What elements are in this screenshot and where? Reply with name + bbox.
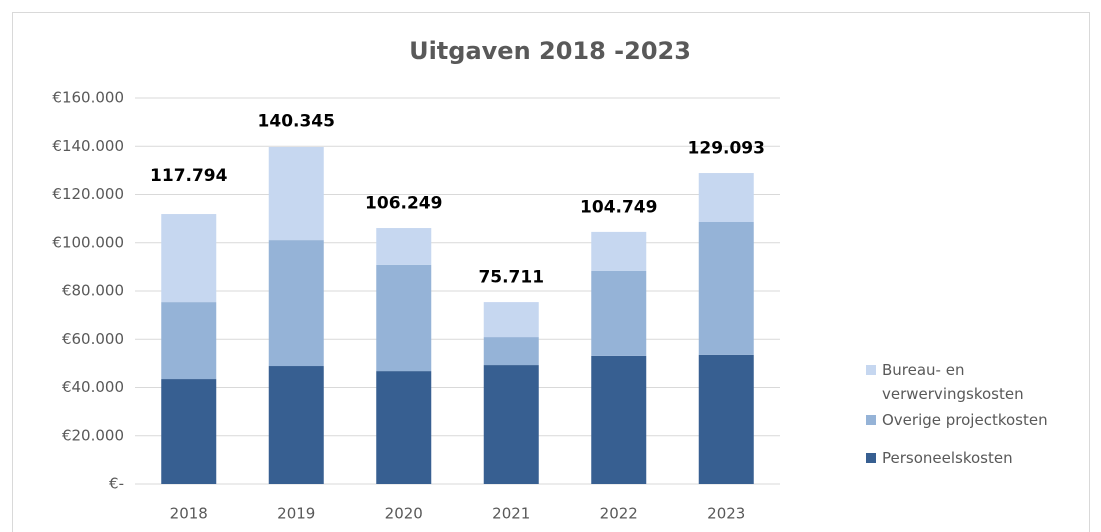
chart-title: Uitgaven 2018 -2023 <box>409 37 691 65</box>
legend: Bureau- en verwervingskosten Overige proj… <box>866 358 1081 472</box>
total-label: 129.093 <box>688 139 765 159</box>
x-tick-label: 2023 <box>707 505 745 523</box>
legend-swatch <box>866 453 876 463</box>
bar-segment <box>161 214 217 303</box>
legend-item: Overige projectkosten <box>866 408 1081 432</box>
legend-swatch <box>866 365 876 375</box>
y-tick-label: €120.000 <box>52 185 124 203</box>
y-tick-label: €20.000 <box>62 426 124 444</box>
legend-label: Bureau- en verwervingskosten <box>882 361 1024 403</box>
y-tick-label: €40.000 <box>62 378 124 396</box>
bar-segment <box>376 371 432 484</box>
legend-swatch <box>866 415 876 425</box>
legend-item: Personeelskosten <box>866 446 1081 470</box>
x-tick-label: 2018 <box>170 505 208 523</box>
bar-segment <box>483 365 539 484</box>
y-tick-label: €100.000 <box>52 233 124 251</box>
x-tick-label: 2020 <box>385 505 423 523</box>
bar-segment <box>591 270 647 356</box>
bar-segment <box>268 366 324 484</box>
bar-segment <box>698 222 754 355</box>
legend-label: Overige projectkosten <box>882 411 1048 429</box>
total-label: 117.794 <box>150 166 228 186</box>
bar-segment <box>268 146 324 241</box>
y-tick-label: €- <box>109 475 124 493</box>
x-tick-label: 2021 <box>492 505 530 523</box>
y-tick-label: €160.000 <box>52 89 124 107</box>
total-label: 75.711 <box>478 267 544 287</box>
bar-segment <box>161 379 217 484</box>
legend-item: Bureau- en verwervingskosten <box>866 358 1081 406</box>
bar-segment <box>161 302 217 380</box>
bar-segment <box>483 302 539 338</box>
bar-segment <box>376 228 432 265</box>
total-label: 104.749 <box>580 197 657 217</box>
total-label: 106.249 <box>365 194 442 214</box>
bar-segment <box>591 231 647 271</box>
bar-segment <box>591 355 647 484</box>
bar-segment <box>376 264 432 372</box>
y-tick-label: €80.000 <box>62 282 124 300</box>
bar-segment <box>483 337 539 366</box>
y-tick-label: €140.000 <box>52 137 124 155</box>
bar-segment <box>698 173 754 223</box>
bar-segment <box>698 354 754 484</box>
y-tick-label: €60.000 <box>62 330 124 348</box>
total-label: 140.345 <box>258 111 335 131</box>
x-tick-label: 2019 <box>277 505 315 523</box>
bar-segment <box>268 240 324 367</box>
legend-label: Personeelskosten <box>882 449 1013 467</box>
x-tick-label: 2022 <box>600 505 638 523</box>
